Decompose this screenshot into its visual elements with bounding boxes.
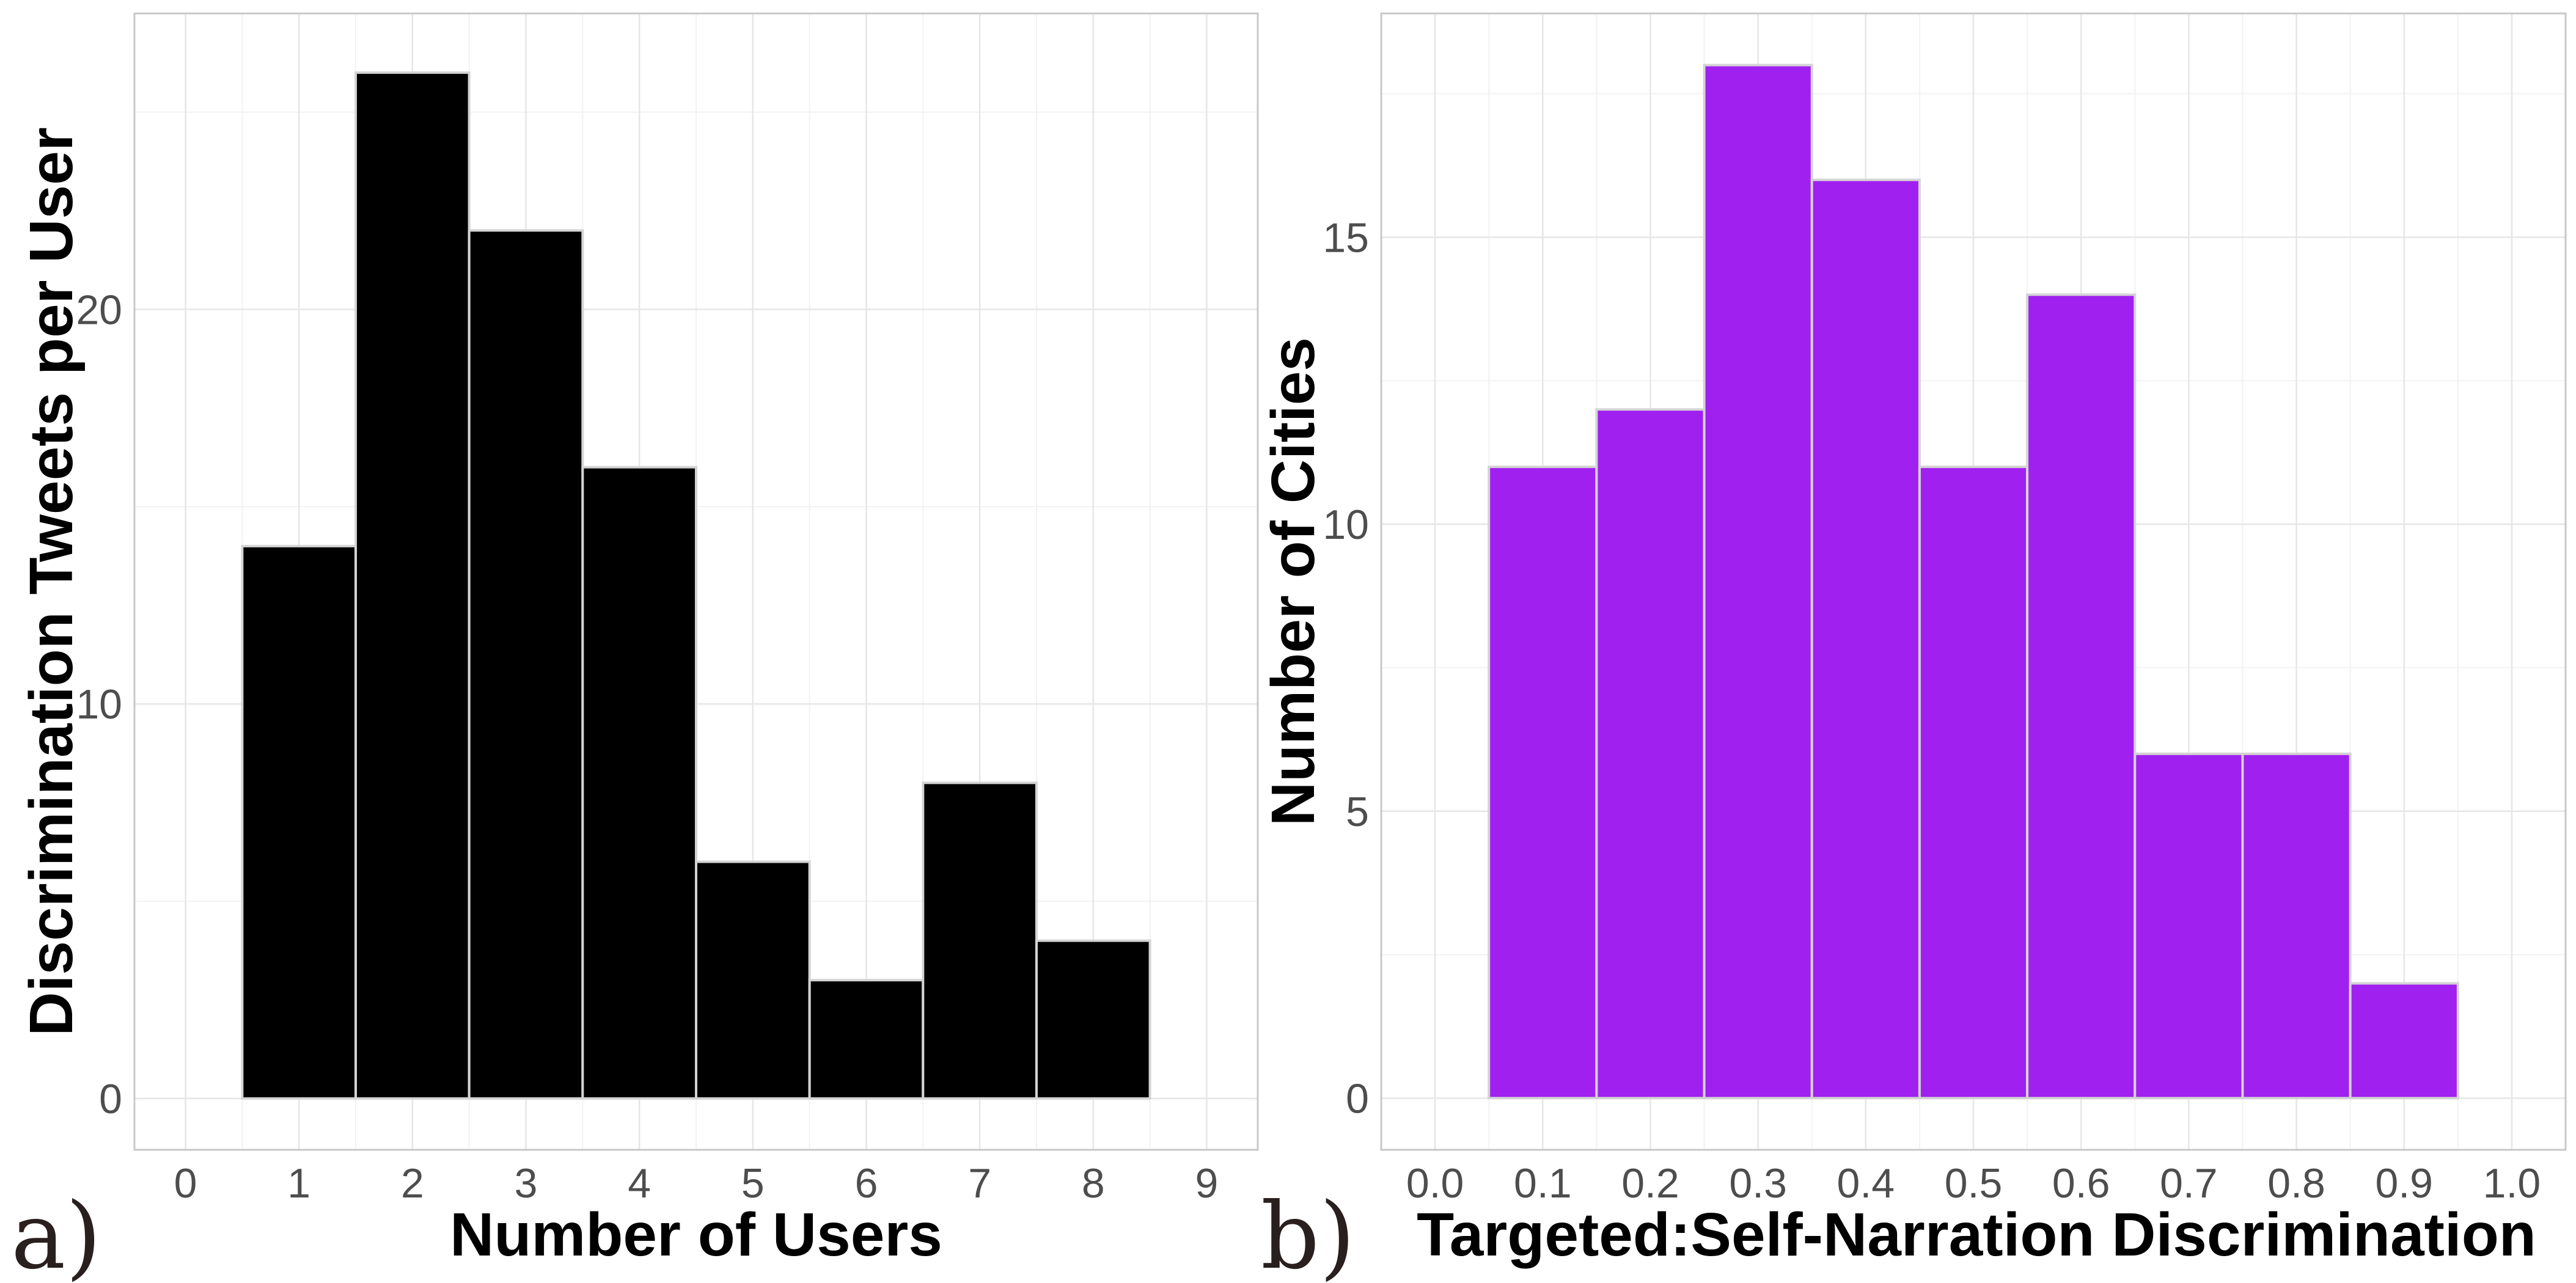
- panel-a-border: [133, 12, 1259, 1151]
- panel-b-y-ticks: 0 5 10 15: [1323, 214, 1369, 1122]
- panel-b-border: [1380, 12, 2567, 1151]
- bar: [2349, 982, 2459, 1100]
- x-tick-label: 1: [287, 1160, 310, 1207]
- x-tick-label: 0.1: [1514, 1160, 1572, 1207]
- bar: [1595, 408, 1706, 1100]
- x-tick-label: 0.7: [2160, 1160, 2218, 1207]
- bar: [581, 466, 698, 1100]
- panel-b-x-ticks: 0.0 0.1 0.2 0.3 0.4 0.5 0.6 0.7 0.8 0.9 1.0: [1406, 1160, 2541, 1207]
- x-tick-label: 7: [968, 1160, 991, 1207]
- x-tick-label: 0.3: [1729, 1160, 1787, 1207]
- panel-a-x-ticks: 0 1 2 3 4 5 6 7 8 9: [174, 1160, 1219, 1207]
- x-tick-label: 0.9: [2375, 1160, 2433, 1207]
- bar: [2026, 293, 2137, 1100]
- bar: [1918, 466, 2029, 1100]
- x-tick-label: 1.0: [2483, 1160, 2541, 1207]
- bar: [808, 979, 925, 1100]
- x-tick-label: 0.0: [1406, 1160, 1464, 1207]
- x-tick-label: 0.5: [1945, 1160, 2003, 1207]
- panel-a-bars: [241, 71, 1151, 1100]
- panel-a-y-axis-title: Discrimination Tweets per User: [17, 127, 86, 1036]
- x-tick-label: 0.2: [1621, 1160, 1679, 1207]
- bar: [695, 860, 811, 1100]
- bar: [1488, 466, 1598, 1100]
- bar: [1810, 178, 1921, 1100]
- y-tick-label: 15: [1323, 214, 1369, 261]
- x-tick-label: 0.8: [2267, 1160, 2325, 1207]
- y-tick-label: 0: [99, 1076, 122, 1122]
- bar: [241, 544, 358, 1100]
- x-tick-label: 4: [628, 1160, 651, 1207]
- bar: [468, 229, 584, 1100]
- y-tick-label: 5: [1346, 789, 1369, 835]
- panel-b-x-axis-title: Targeted:Self-Narration Discrimination: [1417, 1201, 2536, 1269]
- panel-a-x-axis-title: Number of Users: [450, 1201, 942, 1269]
- y-tick-label: 10: [1323, 502, 1369, 548]
- x-tick-label: 0.6: [2052, 1160, 2110, 1207]
- x-tick-label: 2: [401, 1160, 424, 1207]
- x-tick-label: 0: [174, 1160, 197, 1207]
- panel-a-y-ticks: 0 10 20: [76, 287, 122, 1122]
- panel-a-tag: a): [11, 1183, 101, 1283]
- bar: [922, 781, 1038, 1100]
- x-tick-label: 3: [515, 1160, 538, 1207]
- bar: [2241, 752, 2352, 1100]
- panel-b-y-axis-title: Number of Cities: [1259, 337, 1327, 826]
- x-tick-label: 8: [1082, 1160, 1105, 1207]
- panel-b: 0.0 0.1 0.2 0.3 0.4 0.5 0.6 0.7 0.8 0.9 1.0 0 5 10 15…: [1259, 12, 2567, 1283]
- x-tick-label: 6: [855, 1160, 878, 1207]
- x-tick-label: 0.4: [1837, 1160, 1895, 1207]
- x-tick-label: 5: [741, 1160, 765, 1207]
- y-tick-label: 20: [76, 287, 122, 333]
- panel-b-bars: [1488, 64, 2459, 1100]
- panel-b-tag: b): [1261, 1183, 1356, 1283]
- panel-a: 0 1 2 3 4 5 6 7 8 9 0 10 20 Number of Users Discrim…: [11, 12, 1259, 1283]
- y-tick-label: 10: [76, 681, 122, 728]
- bar: [2134, 752, 2244, 1100]
- x-tick-label: 9: [1195, 1160, 1219, 1207]
- bar: [1035, 939, 1151, 1100]
- bar: [1703, 64, 1813, 1100]
- y-tick-label: 0: [1346, 1075, 1369, 1122]
- bar: [354, 71, 471, 1100]
